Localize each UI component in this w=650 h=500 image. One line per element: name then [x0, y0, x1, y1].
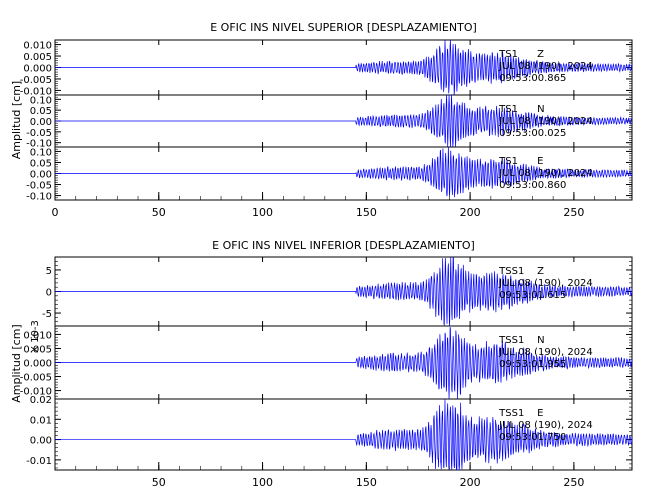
y-tick-label: 0.00: [30, 436, 52, 447]
panel-frame: [54, 398, 633, 471]
y-tick-label: -0.05: [26, 128, 52, 139]
chart-title: E OFIC INS NIVEL SUPERIOR [DESPLAZAMIENT…: [210, 21, 477, 34]
y-tick-label: 0.01: [30, 415, 52, 426]
station-label: TS1: [498, 104, 518, 115]
x-tick-label: 200: [460, 476, 481, 489]
y-tick-label: 0: [46, 288, 52, 299]
y-tick-label: -0.010: [20, 86, 52, 97]
y-tick-label: 5: [46, 266, 52, 277]
y-tick-label: -0.005: [20, 75, 52, 86]
x-tick-label: 100: [252, 206, 273, 219]
y-axis-exponent: X 10-3: [30, 320, 41, 353]
y-tick-label: -0.005: [20, 373, 52, 384]
time-label: 09:53:00.865: [499, 73, 566, 84]
y-tick-label: 0.00: [30, 170, 52, 181]
y-tick-label: 0.010: [23, 41, 52, 52]
time-label: 09:53:01.955: [499, 359, 566, 370]
y-tick-label: 0.005: [23, 52, 52, 63]
y-tick-label: -0.05: [26, 181, 52, 192]
x-tick-label: 250: [563, 206, 584, 219]
y-tick-label: 0.000: [23, 359, 52, 370]
station-label: TS1: [498, 156, 518, 167]
x-tick-label: 100: [252, 476, 273, 489]
x-tick-label: 50: [152, 476, 166, 489]
x-tick-label: 0: [52, 206, 59, 219]
component-label: E: [537, 408, 543, 419]
y-tick-label: 0.010: [23, 330, 52, 341]
x-tick-label: 150: [356, 206, 377, 219]
time-label: 09:53:01.750: [499, 432, 566, 443]
component-label: Z: [537, 266, 544, 277]
time-label: 09:53:01.615: [499, 290, 566, 301]
waveform-line: [55, 256, 633, 327]
x-tick-label: 50: [152, 206, 166, 219]
component-label: N: [537, 335, 544, 346]
date-label: JUL 08 (190), 2024: [498, 278, 593, 289]
y-tick-label: 0.000: [23, 64, 52, 75]
y-tick-label: -0.010: [20, 387, 52, 398]
x-tick-label: 200: [460, 206, 481, 219]
y-tick-label: 0.00: [30, 117, 52, 128]
chart-title: E OFIC INS NIVEL INFERIOR [DESPLAZAMIENT…: [212, 239, 475, 252]
waveform-line: [55, 146, 633, 198]
y-tick-label: 0.10: [30, 147, 52, 158]
station-label: TSS1: [498, 266, 524, 277]
date-label: JUL 08 (190), 2024: [498, 61, 593, 72]
date-label: JUL 08 (190), 2024: [498, 420, 593, 431]
y-axis-label: Amplitud [cm]: [10, 81, 23, 159]
date-label: JUL 08 (190), 2024: [498, 168, 593, 179]
date-label: JUL 08 (190), 2024: [498, 116, 593, 127]
y-tick-label: 0.05: [30, 158, 52, 169]
waveform-line: [55, 326, 633, 400]
time-label: 09:53:00.860: [499, 180, 566, 191]
chart-block-2: E OFIC INS NIVEL INFERIOR [DESPLAZAMIENT…: [10, 239, 633, 489]
y-tick-label: 0.10: [30, 95, 52, 106]
y-tick-label: -0.10: [26, 192, 52, 203]
y-tick-label: -0.01: [26, 456, 52, 467]
y-tick-label: -0.10: [26, 139, 52, 150]
y-tick-label: 0.05: [30, 106, 52, 117]
station-label: TSS1: [498, 335, 524, 346]
x-tick-label: 250: [563, 476, 584, 489]
station-label: TSS1: [498, 408, 524, 419]
y-tick-label: -5: [42, 309, 52, 320]
station-label: TS1: [498, 49, 518, 60]
y-tick-label: 0.02: [30, 395, 52, 406]
waveform-line: [55, 39, 633, 95]
chart-block-1: E OFIC INS NIVEL SUPERIOR [DESPLAZAMIENT…: [10, 21, 633, 219]
component-label: E: [537, 156, 543, 167]
y-tick-label: 0.005: [23, 344, 52, 355]
waveform-line: [55, 398, 633, 471]
y-axis-label: Amplitud [cm]: [10, 324, 23, 402]
x-tick-label: 150: [356, 476, 377, 489]
date-label: JUL 08 (190), 2024: [498, 347, 593, 358]
component-label: N: [537, 104, 544, 115]
component-label: Z: [537, 49, 544, 60]
time-label: 09:53:00.025: [499, 128, 566, 139]
waveform-line: [55, 94, 633, 148]
